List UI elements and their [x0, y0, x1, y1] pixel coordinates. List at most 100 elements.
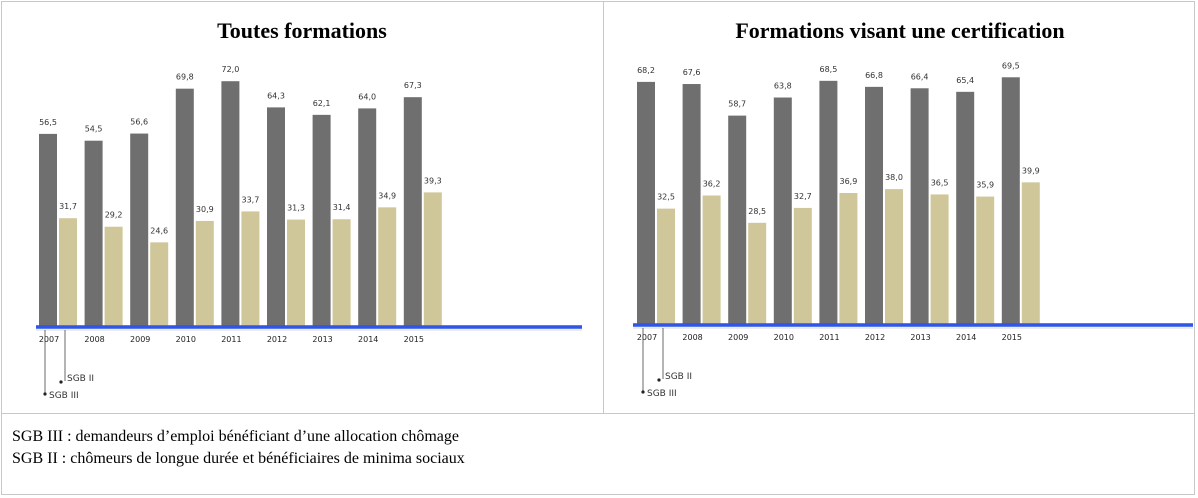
x-tick-label: 2012: [267, 335, 287, 344]
footnotes: SGB III : demandeurs d’emploi bénéfician…: [12, 426, 465, 470]
bar-sgb2: [748, 222, 767, 324]
bar-sgb3: [682, 84, 701, 325]
legend-callout-dot-sgb2: [59, 380, 63, 384]
data-label-sgb2: 36,5: [931, 178, 949, 187]
data-label-sgb3: 56,6: [130, 118, 148, 127]
data-label-sgb2: 28,5: [748, 207, 766, 216]
x-tick-label: 2015: [1002, 333, 1022, 342]
data-label-sgb3: 69,5: [1002, 61, 1020, 70]
bar-sgb3: [39, 133, 57, 326]
data-label-sgb3: 56,5: [39, 118, 57, 127]
x-tick-label: 2007: [637, 333, 657, 342]
data-label-sgb2: 32,7: [794, 192, 812, 201]
bar-sgb3: [175, 88, 194, 327]
bar-sgb2: [702, 195, 721, 324]
data-label-sgb3: 64,3: [267, 91, 285, 100]
bar-sgb3: [819, 80, 838, 324]
data-label-sgb2: 39,9: [1022, 166, 1040, 175]
bar-sgb2: [332, 219, 351, 326]
x-tick-label: 2015: [404, 335, 424, 344]
data-label-sgb3: 54,5: [85, 125, 103, 134]
legend-callout-dot-sgb2: [657, 378, 661, 382]
data-label-sgb2: 31,4: [333, 203, 351, 212]
data-label-sgb3: 66,8: [865, 71, 883, 80]
x-tick-label: 2010: [176, 335, 196, 344]
x-tick-label: 2010: [774, 333, 794, 342]
bar-sgb2: [287, 219, 305, 326]
x-tick-label: 2011: [819, 333, 839, 342]
x-tick-label: 2007: [39, 335, 59, 344]
bar-sgb2: [839, 193, 858, 324]
bar-sgb3: [637, 81, 655, 324]
data-label-sgb2: 36,9: [839, 177, 857, 186]
panel-divider: [603, 1, 604, 413]
bar-sgb2: [241, 211, 260, 326]
legend-callout-dot-sgb3: [641, 390, 645, 394]
bar-sgb2: [976, 196, 995, 324]
x-tick-label: 2008: [84, 335, 104, 344]
data-label-sgb3: 69,8: [176, 73, 194, 82]
x-tick-label: 2014: [956, 333, 976, 342]
bar-sgb3: [728, 115, 747, 325]
x-tick-label: 2009: [130, 335, 150, 344]
bar-sgb2: [657, 208, 675, 324]
data-label-sgb2: 36,2: [703, 179, 721, 188]
legend-label-sgb3: SGB III: [49, 391, 79, 401]
bar-sgb3: [910, 88, 929, 324]
footnote-sgb2: SGB II : chômeurs de longue durée et bén…: [12, 450, 465, 467]
data-label-sgb3: 67,3: [404, 81, 422, 90]
bar-sgb2: [930, 194, 949, 324]
bar-chart-all-trainings: 56,5 31,7 2007 54,5 29,2 2008 56,6 24,6 2009 69,8…: [36, 65, 582, 401]
chart-title: Formations visant une certification: [735, 18, 1065, 43]
data-label-sgb2: 32,5: [657, 193, 675, 202]
bar-sgb2: [59, 218, 77, 326]
data-label-sgb2: 31,7: [59, 202, 77, 211]
footnote-sgb3: SGB III : demandeurs d’emploi bénéfician…: [12, 428, 459, 445]
data-label-sgb3: 72,0: [221, 65, 239, 74]
bar-sgb3: [1001, 77, 1020, 325]
bar-sgb2: [885, 189, 903, 324]
bar-sgb3: [956, 91, 975, 324]
bar-sgb3: [221, 81, 240, 326]
data-label-sgb2: 35,9: [976, 181, 994, 190]
x-tick-label: 2013: [910, 333, 930, 342]
bar-sgb2: [195, 220, 214, 326]
data-label-sgb3: 68,2: [637, 66, 655, 75]
data-label-sgb2: 33,7: [241, 195, 259, 204]
chart-panel-certification-trainings: Formations visant une certification 68,2…: [605, 2, 1195, 412]
bar-sgb3: [312, 114, 331, 326]
bar-sgb2: [378, 207, 397, 326]
chart-title: Toutes formations: [217, 18, 387, 43]
bar-sgb2: [150, 242, 169, 326]
data-label-sgb2: 29,2: [105, 211, 123, 220]
x-tick-label: 2008: [682, 333, 702, 342]
legend-label-sgb2: SGB II: [665, 372, 692, 382]
bar-sgb3: [773, 97, 792, 324]
data-label-sgb3: 66,4: [911, 72, 929, 81]
data-label-sgb3: 63,8: [774, 82, 792, 91]
bar-sgb2: [104, 226, 123, 326]
data-label-sgb2: 39,3: [424, 176, 442, 185]
bar-sgb2: [1021, 182, 1040, 324]
x-tick-label: 2013: [312, 335, 332, 344]
data-label-sgb2: 38,0: [885, 173, 903, 182]
bar-sgb3: [267, 107, 285, 326]
legend-label-sgb3: SGB III: [647, 389, 677, 399]
data-label-sgb3: 62,1: [313, 99, 331, 108]
bar-sgb3: [403, 97, 422, 327]
data-label-sgb3: 58,7: [728, 100, 746, 109]
data-label-sgb2: 24,6: [150, 226, 168, 235]
legend-label-sgb2: SGB II: [67, 374, 94, 384]
bar-sgb2: [423, 192, 442, 326]
footnote-divider: [1, 413, 1195, 414]
chart-panel-all-trainings: Toutes formations 56,5 31,7 2007 54,5 29,2 20…: [2, 2, 602, 412]
x-tick-label: 2012: [865, 333, 885, 342]
data-label-sgb3: 65,4: [956, 76, 974, 85]
x-tick-label: 2014: [358, 335, 378, 344]
bar-sgb2: [793, 207, 812, 324]
legend-callout-dot-sgb3: [43, 392, 47, 396]
bar-chart-certification-trainings: 68,2 32,5 2007 67,6 36,2 2008 58,7 28,5 2009 63,8…: [633, 61, 1193, 399]
data-label-sgb3: 67,6: [683, 68, 701, 77]
data-label-sgb3: 64,0: [358, 92, 376, 101]
